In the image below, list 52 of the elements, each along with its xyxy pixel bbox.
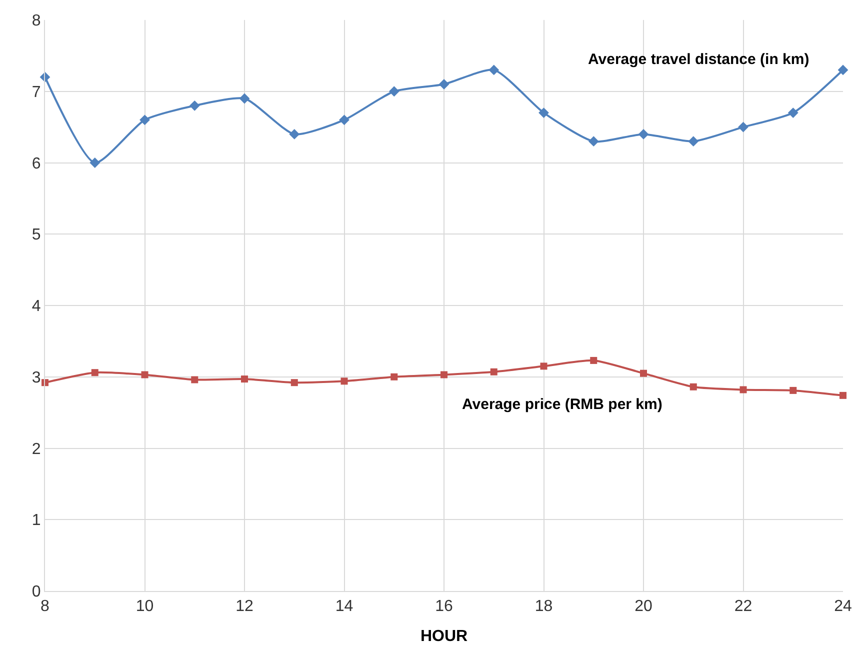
y-tick-label: 3 (32, 369, 41, 386)
point (438, 79, 450, 90)
x-tick-label: 18 (534, 598, 553, 616)
point (290, 379, 298, 386)
y-tick-label: 6 (32, 155, 41, 172)
y-tick-label: 8 (32, 12, 41, 30)
x-tick-label: 14 (335, 598, 354, 616)
point (688, 136, 699, 147)
series-label: Average travel distance (in km) (588, 51, 810, 68)
y-tick-label: 5 (32, 226, 41, 244)
y-tick-label: 4 (32, 298, 41, 316)
y-tick-label: 0 (32, 584, 41, 601)
point (140, 114, 150, 126)
point (790, 386, 797, 394)
point (838, 64, 848, 76)
x-axis-title: HOUR (420, 628, 468, 645)
point (840, 392, 846, 399)
point (91, 369, 98, 376)
point (738, 122, 748, 132)
point (440, 371, 448, 378)
y-tick-label: 1 (32, 512, 41, 530)
point (241, 376, 248, 383)
point (191, 376, 198, 384)
x-tick-label: 16 (435, 598, 453, 616)
point (788, 108, 798, 118)
point (638, 129, 649, 140)
point (588, 136, 599, 147)
point (340, 378, 348, 385)
x-tick-label: 20 (634, 598, 652, 616)
point (740, 386, 747, 394)
point (388, 86, 400, 97)
y-tick-label: 2 (32, 440, 41, 458)
point (90, 158, 100, 168)
point (141, 371, 148, 378)
point (538, 108, 549, 118)
point (490, 368, 498, 376)
series-label: Average price (RMB per km) (462, 396, 662, 413)
point (339, 114, 350, 126)
point (189, 100, 200, 111)
point (390, 373, 398, 380)
x-tick-label: 10 (136, 598, 154, 616)
point (289, 129, 300, 140)
point (488, 64, 500, 76)
point (590, 356, 598, 364)
y-tick-label: 7 (32, 84, 41, 101)
point (239, 93, 250, 104)
point (640, 370, 647, 377)
x-tick-label: 24 (834, 598, 852, 616)
point (690, 383, 697, 390)
x-tick-label: 22 (734, 598, 752, 616)
x-tick-label: 12 (236, 598, 254, 616)
point (540, 362, 548, 370)
